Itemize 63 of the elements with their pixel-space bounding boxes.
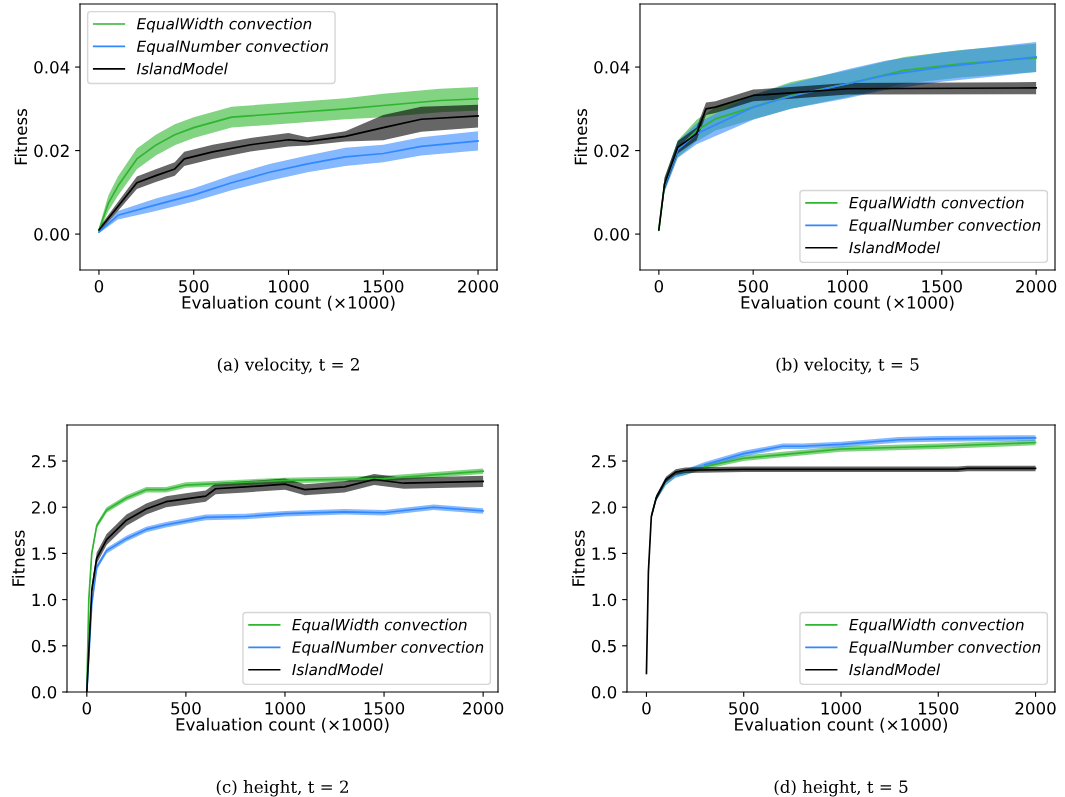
text: (a) velocity, t = 2 xyxy=(217,357,359,375)
x-tick-label: 1500 xyxy=(364,702,405,715)
y-tick-label: 2.0 xyxy=(31,501,57,514)
legend-label: EqualNumber convection xyxy=(849,641,1041,656)
x-tick-label: 1500 xyxy=(363,280,404,293)
y-tick-label: 1.0 xyxy=(592,593,617,607)
y-tick-label: 0.04 xyxy=(594,61,630,74)
y-tick-label: 0.0 xyxy=(591,685,617,699)
x-axis-title: Evaluation count (×1000) xyxy=(735,717,948,733)
y-tick-label: 0.02 xyxy=(34,144,69,158)
y-tick-label: 0.02 xyxy=(594,144,629,158)
legend-label: IslandModel xyxy=(136,62,228,75)
legend-label: EqualNumber convection xyxy=(136,40,328,55)
x-tick-label: 2000 xyxy=(458,280,499,293)
x-tick-label: 1000 xyxy=(828,280,868,293)
x-tick-label: 0 xyxy=(654,280,664,293)
x-tick-label: 2000 xyxy=(1015,702,1056,715)
legend-label: IslandModel xyxy=(849,241,941,254)
y-tick-label: 0.5 xyxy=(31,639,56,653)
x-tick-label: 500 xyxy=(738,280,768,293)
text: (b) velocity, t = 5 xyxy=(776,357,919,375)
y-tick-label: 1.0 xyxy=(32,593,57,607)
text: (d) height, t = 5 xyxy=(774,780,908,797)
x-axis-title: Evaluation count (×1000) xyxy=(176,717,389,733)
text: (c) height, t = 2 xyxy=(216,780,348,797)
legend-label: EqualWidth convection xyxy=(136,17,312,33)
legend-label: EqualNumber convection xyxy=(292,641,484,656)
legend-label: EqualWidth convection xyxy=(292,618,467,634)
x-tick-label: 0 xyxy=(642,702,651,715)
legend-label: IslandModel xyxy=(849,663,941,676)
y-tick-label: 1.5 xyxy=(32,547,56,560)
x-tick-label: 2000 xyxy=(463,702,504,715)
x-axis-title: Evaluation count (×1000) xyxy=(741,295,954,311)
y-tick-label: 0.00 xyxy=(594,228,630,241)
y-axis-title: Fitness xyxy=(14,108,28,165)
y-tick-label: 0.04 xyxy=(34,61,70,74)
x-tick-label: 1000 xyxy=(265,702,306,715)
x-tick-label: 0 xyxy=(94,280,104,293)
y-axis-title: Fitness xyxy=(571,530,585,586)
x-tick-label: 2000 xyxy=(1016,280,1057,293)
x-tick-label: 1500 xyxy=(918,702,959,715)
x-axis-title: Evaluation count (×1000) xyxy=(182,295,395,311)
y-tick-label: 2.0 xyxy=(591,501,617,514)
y-tick-label: 2.5 xyxy=(31,454,56,468)
x-tick-label: 0 xyxy=(82,702,92,715)
legend-label: IslandModel xyxy=(292,663,384,676)
y-axis-title: Fitness xyxy=(574,108,588,165)
x-tick-label: 1000 xyxy=(269,280,309,293)
line-series xyxy=(663,56,1037,187)
x-tick-label: 500 xyxy=(729,702,759,715)
y-tick-label: 0.00 xyxy=(34,228,70,241)
legend-label: EqualWidth convection xyxy=(849,618,1024,634)
y-axis-title: Fitness xyxy=(11,530,25,586)
x-tick-label: 500 xyxy=(171,702,201,715)
legend-label: EqualNumber convection xyxy=(849,219,1041,234)
x-tick-label: 500 xyxy=(179,280,209,293)
y-tick-label: 0.0 xyxy=(31,685,57,699)
legend-label: EqualWidth convection xyxy=(849,196,1024,212)
x-tick-label: 1000 xyxy=(821,702,862,715)
y-tick-label: 0.5 xyxy=(591,639,616,653)
y-tick-label: 2.5 xyxy=(591,454,616,468)
y-tick-label: 1.5 xyxy=(592,547,616,560)
x-tick-label: 1500 xyxy=(922,280,962,293)
